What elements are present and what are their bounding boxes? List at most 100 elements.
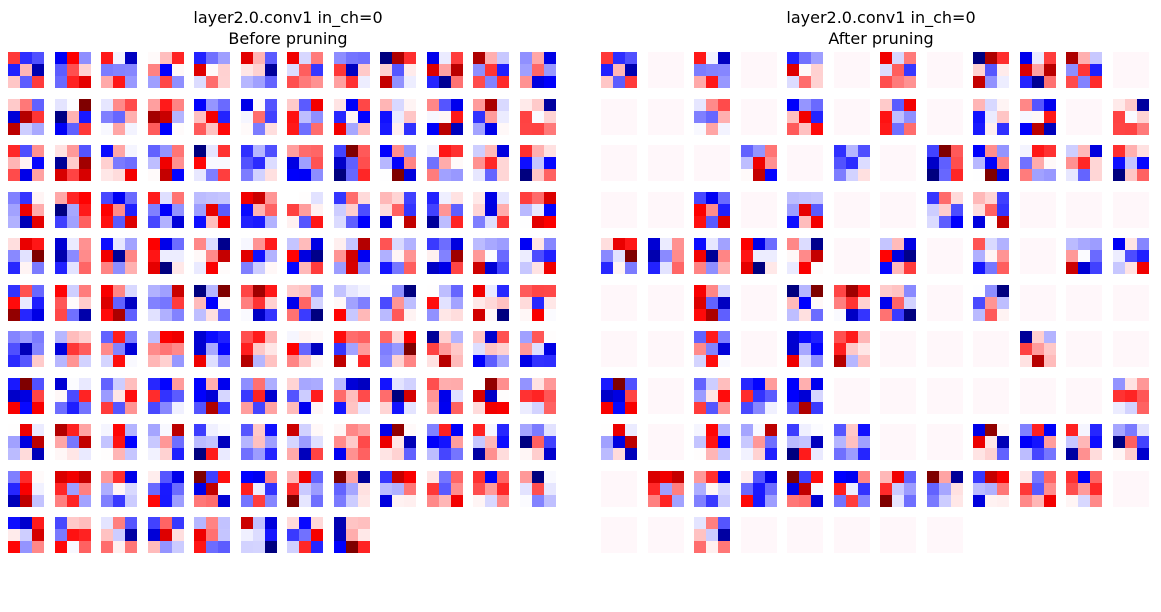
kernel-tile — [241, 99, 277, 135]
weight-cell — [206, 145, 218, 157]
weight-cell — [1137, 169, 1149, 181]
kernel-tile — [194, 192, 230, 228]
weight-cell — [79, 517, 91, 529]
kernel-tile — [601, 52, 637, 88]
weight-cell — [299, 297, 311, 309]
weight-cell — [346, 343, 358, 355]
weight-cell — [544, 378, 556, 390]
weight-cell — [834, 64, 846, 76]
weight-cell — [753, 238, 765, 250]
weight-cell — [1032, 250, 1044, 262]
kernel-tile — [787, 471, 823, 507]
weight-cell — [787, 448, 799, 460]
weight-cell — [997, 402, 1009, 414]
weight-cell — [79, 436, 91, 448]
weight-cell — [55, 529, 67, 541]
weight-cell — [160, 99, 172, 111]
weight-cell — [265, 238, 277, 250]
kernel-tile — [973, 378, 1009, 414]
weight-cell — [79, 297, 91, 309]
kernel-tile — [648, 424, 684, 460]
kernel-tile — [973, 285, 1009, 321]
weight-cell — [1020, 309, 1032, 321]
kernel-tile — [101, 192, 137, 228]
weight-cell — [753, 355, 765, 367]
weight-cell — [718, 52, 730, 64]
weight-cell — [404, 297, 416, 309]
kernel-tile — [1066, 52, 1102, 88]
weight-cell — [55, 99, 67, 111]
weight-cell — [148, 495, 160, 507]
weight-cell — [613, 145, 625, 157]
weight-cell — [497, 331, 509, 343]
weight-cell — [939, 355, 951, 367]
weight-cell — [811, 541, 823, 553]
weight-cell — [892, 529, 904, 541]
weight-cell — [439, 99, 451, 111]
kernel-tile — [8, 471, 44, 507]
weight-cell — [718, 355, 730, 367]
weight-cell — [706, 157, 718, 169]
weight-cell — [973, 424, 985, 436]
weight-cell — [660, 99, 672, 111]
kernel-tile — [1066, 285, 1102, 321]
weight-cell — [880, 169, 892, 181]
weight-cell — [613, 331, 625, 343]
weight-cell — [834, 436, 846, 448]
weight-cell — [358, 483, 370, 495]
kernel-tile — [973, 145, 1009, 181]
weight-cell — [892, 204, 904, 216]
weight-cell — [392, 192, 404, 204]
weight-cell — [927, 541, 939, 553]
weight-cell — [241, 331, 253, 343]
weight-cell — [601, 529, 613, 541]
weight-cell — [299, 123, 311, 135]
weight-cell — [218, 192, 230, 204]
weight-cell — [858, 192, 870, 204]
kernel-tile — [101, 238, 137, 274]
kernel-tile — [1113, 331, 1149, 367]
weight-cell — [439, 52, 451, 64]
weight-cell — [787, 343, 799, 355]
weight-cell — [392, 99, 404, 111]
weight-cell — [613, 495, 625, 507]
kernel-tile — [8, 99, 44, 135]
weight-cell — [358, 64, 370, 76]
weight-cell — [601, 157, 613, 169]
weight-cell — [20, 99, 32, 111]
kernel-tile — [148, 238, 184, 274]
weight-cell — [79, 424, 91, 436]
weight-cell — [1125, 111, 1137, 123]
weight-cell — [1032, 378, 1044, 390]
kernel-tile — [1020, 471, 1056, 507]
weight-cell — [311, 192, 323, 204]
weight-cell — [20, 262, 32, 274]
weight-cell — [834, 378, 846, 390]
weight-cell — [753, 529, 765, 541]
weight-cell — [1113, 262, 1125, 274]
weight-cell — [380, 436, 392, 448]
weight-cell — [20, 238, 32, 250]
weight-cell — [160, 495, 172, 507]
weight-cell — [532, 52, 544, 64]
weight-cell — [1137, 471, 1149, 483]
weight-cell — [79, 238, 91, 250]
weight-cell — [787, 517, 799, 529]
weight-cell — [334, 204, 346, 216]
weight-cell — [601, 169, 613, 181]
weight-cell — [113, 436, 125, 448]
weight-cell — [253, 483, 265, 495]
weight-cell — [358, 471, 370, 483]
weight-cell — [358, 250, 370, 262]
kernel-tile — [287, 378, 323, 414]
weight-cell — [346, 238, 358, 250]
weight-cell — [1020, 436, 1032, 448]
weight-cell — [544, 495, 556, 507]
weight-cell — [79, 52, 91, 64]
weight-cell — [904, 123, 916, 135]
weight-cell — [625, 157, 637, 169]
weight-cell — [892, 157, 904, 169]
weight-cell — [485, 250, 497, 262]
weight-cell — [613, 343, 625, 355]
weight-cell — [985, 76, 997, 88]
